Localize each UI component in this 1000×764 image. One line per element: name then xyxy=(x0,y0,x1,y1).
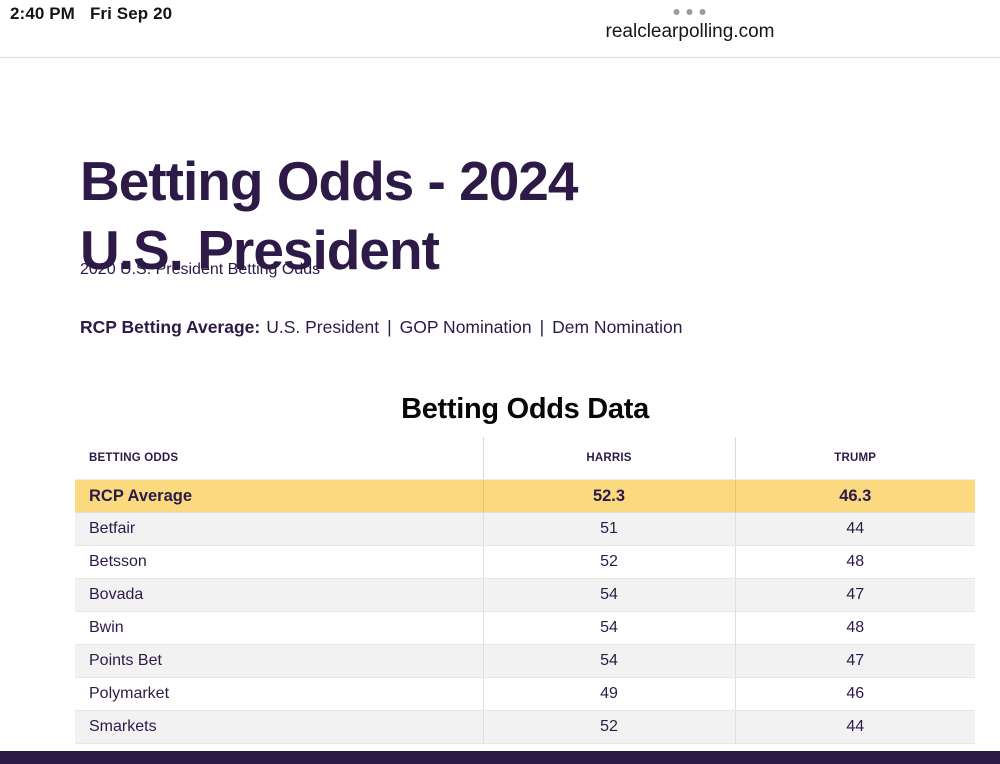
table-cell-betting-odds: Betfair xyxy=(75,512,484,546)
table-cell-betting-odds: Smarkets xyxy=(75,710,484,744)
table-cell-betting-odds: Points Bet xyxy=(75,644,484,678)
table-row: Points Bet 54 47 xyxy=(75,644,975,678)
table-cell-harris: 52 xyxy=(483,545,736,579)
table-row: Polymarket 49 46 xyxy=(75,677,975,711)
betting-odds-table: BETTING ODDS HARRIS TRUMP RCP Average 52.… xyxy=(75,437,975,744)
table-cell-harris: 51 xyxy=(483,512,736,546)
ellipsis-dot xyxy=(687,9,693,15)
ellipsis-dot xyxy=(674,9,680,15)
column-header-trump: TRUMP xyxy=(735,437,975,480)
ellipsis-icon[interactable] xyxy=(606,9,775,15)
nav-link-dem-nomination[interactable]: Dem Nomination xyxy=(552,317,683,337)
table-cell-trump: 46 xyxy=(735,677,975,711)
status-time: 2:40 PM xyxy=(10,4,75,23)
browser-status-bar: 2:40 PM Fri Sep 20 realclearpolling.com xyxy=(0,0,1000,58)
odds-table-body: RCP Average 52.3 46.3 Betfair 51 44 Betsson 52 4… xyxy=(75,479,975,744)
page-title-line2: U.S. President xyxy=(80,218,440,281)
browser-address-area: realclearpolling.com xyxy=(605,0,775,43)
table-row: Bovada 54 47 xyxy=(75,578,975,612)
table-row: RCP Average 52.3 46.3 xyxy=(75,479,975,513)
table-cell-trump: 48 xyxy=(735,611,975,645)
address-url[interactable]: realclearpolling.com xyxy=(605,21,775,42)
nav-separator: | xyxy=(539,317,545,337)
status-datetime: 2:40 PM Fri Sep 20 xyxy=(10,4,172,24)
nav-link-us-president[interactable]: U.S. President xyxy=(266,317,380,337)
table-title: Betting Odds Data xyxy=(401,393,649,425)
column-header-harris: HARRIS xyxy=(483,437,736,480)
page-title-line1: Betting Odds - 2024 xyxy=(80,149,578,212)
page-title: Betting Odds - 2024 U.S. President xyxy=(80,147,578,285)
table-cell-betting-odds: Polymarket xyxy=(75,677,484,711)
table-cell-betting-odds: Betsson xyxy=(75,545,484,579)
nav-link-gop-nomination[interactable]: GOP Nomination xyxy=(399,317,532,337)
nav-separator: | xyxy=(387,317,392,337)
page-subtitle: 2020 U.S. President Betting Odds xyxy=(80,261,321,278)
table-cell-harris: 52.3 xyxy=(483,479,736,513)
table-row: Bwin 54 48 xyxy=(75,611,975,645)
table-row: Betsson 52 48 xyxy=(75,545,975,579)
status-date: Fri Sep 20 xyxy=(89,4,173,23)
table-cell-harris: 49 xyxy=(483,677,736,711)
table-cell-trump: 47 xyxy=(735,578,975,612)
table-header-row: BETTING ODDS HARRIS TRUMP xyxy=(75,437,975,480)
table-cell-trump: 44 xyxy=(735,710,975,744)
table-cell-trump: 47 xyxy=(735,644,975,678)
ellipsis-dot xyxy=(700,9,706,15)
rcp-betting-average-nav: RCP Betting Average: U.S. President | GOP N… xyxy=(80,317,682,338)
table-cell-betting-odds: Bwin xyxy=(75,611,484,645)
bottom-bar xyxy=(0,751,1000,764)
table-cell-betting-odds: Bovada xyxy=(75,578,484,612)
table-cell-harris: 52 xyxy=(483,710,736,744)
table-cell-harris: 54 xyxy=(483,644,736,678)
table-row: Betfair 51 44 xyxy=(75,512,975,546)
table-cell-trump: 44 xyxy=(735,512,975,546)
table-cell-harris: 54 xyxy=(483,611,736,645)
rcp-average-label: RCP Betting Average: xyxy=(80,317,261,337)
table-cell-harris: 54 xyxy=(483,578,736,612)
table-cell-trump: 46.3 xyxy=(735,479,975,513)
table-row: Smarkets 52 44 xyxy=(75,710,975,744)
table-cell-trump: 48 xyxy=(735,545,975,579)
column-header-betting-odds: BETTING ODDS xyxy=(75,437,484,480)
table-cell-betting-odds: RCP Average xyxy=(75,479,484,513)
